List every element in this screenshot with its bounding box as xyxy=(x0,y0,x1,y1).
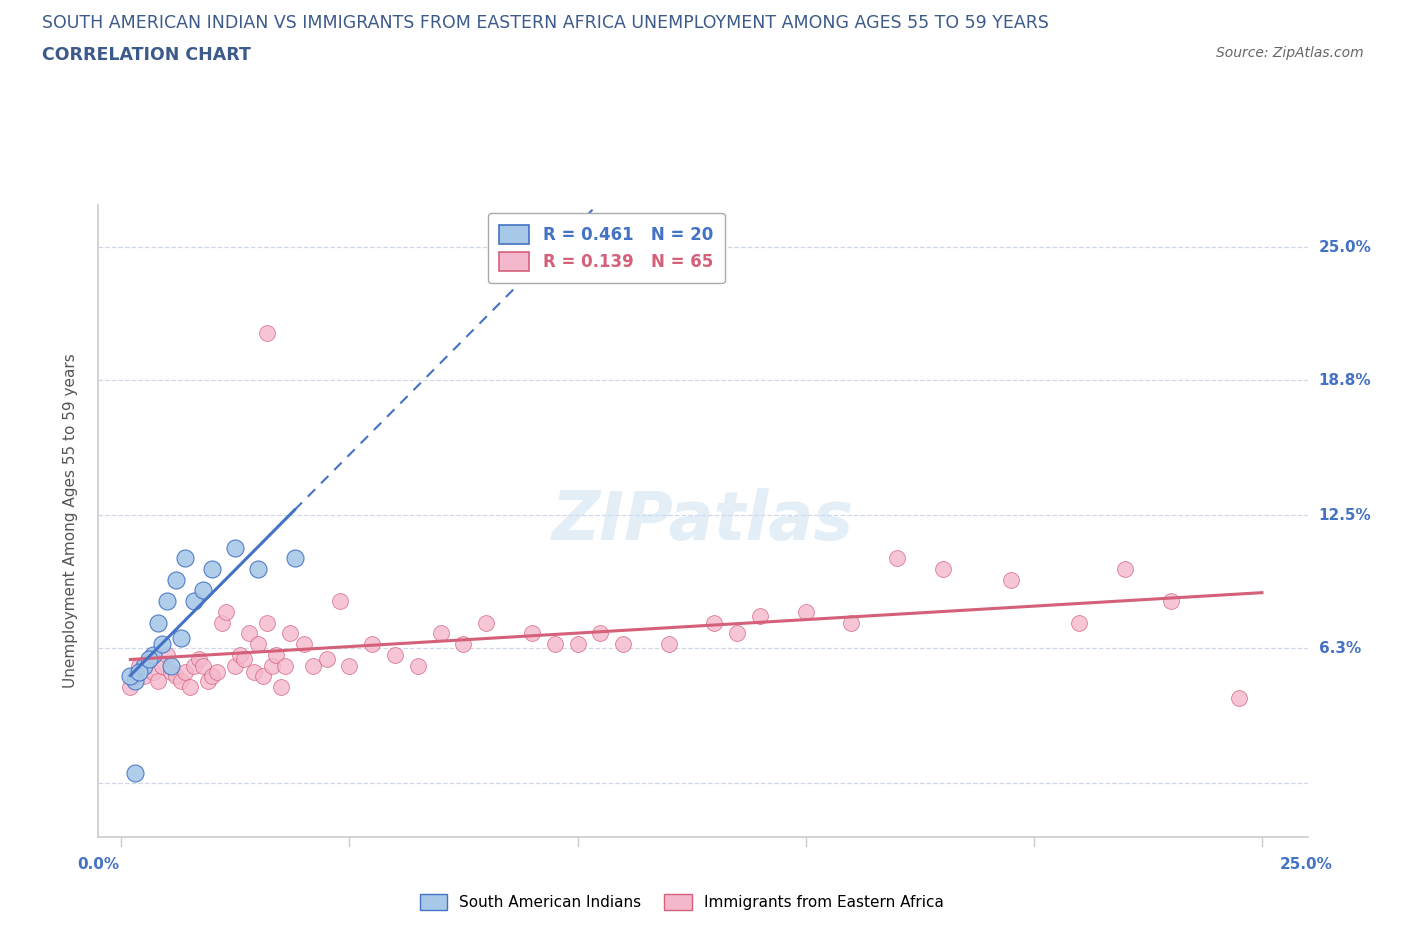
Point xyxy=(658,637,681,652)
Point xyxy=(124,669,146,684)
Text: SOUTH AMERICAN INDIAN VS IMMIGRANTS FROM EASTERN AFRICA UNEMPLOYMENT AMONG AGES : SOUTH AMERICAN INDIAN VS IMMIGRANTS FROM… xyxy=(42,14,1049,32)
Point xyxy=(160,665,183,680)
Point xyxy=(839,615,862,630)
Point xyxy=(337,658,360,673)
Point xyxy=(256,326,278,340)
Point xyxy=(169,673,191,688)
Point xyxy=(242,665,264,680)
Point xyxy=(1160,593,1182,608)
Point xyxy=(384,647,406,662)
Point xyxy=(132,669,155,684)
Point xyxy=(284,551,307,565)
Text: ZIPatlas: ZIPatlas xyxy=(553,488,853,553)
Point xyxy=(156,593,179,608)
Point xyxy=(224,540,246,555)
Point xyxy=(247,562,270,577)
Point xyxy=(886,551,908,565)
Point xyxy=(278,626,301,641)
Point xyxy=(183,658,205,673)
Text: Source: ZipAtlas.com: Source: ZipAtlas.com xyxy=(1216,46,1364,60)
Text: 18.8%: 18.8% xyxy=(1319,373,1371,388)
Point xyxy=(138,652,160,667)
Point xyxy=(266,647,288,662)
Point xyxy=(256,615,278,630)
Point xyxy=(120,669,142,684)
Point xyxy=(233,652,256,667)
Point xyxy=(238,626,260,641)
Point xyxy=(128,658,150,673)
Point xyxy=(544,637,567,652)
Point xyxy=(124,673,146,688)
Point xyxy=(1069,615,1091,630)
Point xyxy=(156,647,179,662)
Point xyxy=(247,637,270,652)
Point xyxy=(429,626,451,641)
Point xyxy=(165,572,187,587)
Point xyxy=(520,626,543,641)
Point xyxy=(160,658,183,673)
Point xyxy=(193,658,215,673)
Point xyxy=(252,669,274,684)
Point xyxy=(329,593,352,608)
Point xyxy=(120,680,142,695)
Point xyxy=(475,615,498,630)
Point xyxy=(931,562,953,577)
Point xyxy=(302,658,325,673)
Point xyxy=(165,669,187,684)
Point xyxy=(146,615,169,630)
Point xyxy=(361,637,384,652)
Point xyxy=(138,652,160,667)
Point xyxy=(187,652,209,667)
Point xyxy=(179,680,201,695)
Legend: R = 0.461   N = 20, R = 0.139   N = 65: R = 0.461 N = 20, R = 0.139 N = 65 xyxy=(488,213,724,283)
Point xyxy=(132,658,155,673)
Point xyxy=(567,637,589,652)
Point xyxy=(1227,690,1250,705)
Text: 0.0%: 0.0% xyxy=(77,857,120,872)
Point xyxy=(794,604,817,619)
Point xyxy=(205,665,228,680)
Point xyxy=(1000,572,1022,587)
Text: 25.0%: 25.0% xyxy=(1319,240,1372,255)
Point xyxy=(142,647,165,662)
Point xyxy=(174,665,197,680)
Point xyxy=(612,637,634,652)
Point xyxy=(150,637,173,652)
Point xyxy=(749,609,772,624)
Point xyxy=(224,658,246,673)
Point xyxy=(201,562,224,577)
Y-axis label: Unemployment Among Ages 55 to 59 years: Unemployment Among Ages 55 to 59 years xyxy=(63,353,77,688)
Point xyxy=(453,637,475,652)
Point xyxy=(193,583,215,598)
Point xyxy=(142,665,165,680)
Point xyxy=(146,673,169,688)
Point xyxy=(292,637,315,652)
Text: 12.5%: 12.5% xyxy=(1319,508,1371,523)
Text: 6.3%: 6.3% xyxy=(1319,641,1361,656)
Point xyxy=(215,604,238,619)
Point xyxy=(174,551,197,565)
Point xyxy=(211,615,233,630)
Point xyxy=(1114,562,1136,577)
Point xyxy=(315,652,337,667)
Point xyxy=(260,658,283,673)
Point xyxy=(703,615,725,630)
Point xyxy=(197,673,219,688)
Text: CORRELATION CHART: CORRELATION CHART xyxy=(42,46,252,64)
Legend: South American Indians, Immigrants from Eastern Africa: South American Indians, Immigrants from … xyxy=(412,886,952,918)
Point xyxy=(169,631,191,645)
Point xyxy=(274,658,297,673)
Text: 25.0%: 25.0% xyxy=(1279,857,1333,872)
Point xyxy=(725,626,748,641)
Point xyxy=(406,658,429,673)
Point xyxy=(589,626,612,641)
Point xyxy=(183,593,205,608)
Point xyxy=(270,680,292,695)
Point xyxy=(229,647,252,662)
Point xyxy=(124,765,146,780)
Point xyxy=(201,669,224,684)
Point xyxy=(150,658,173,673)
Point xyxy=(128,665,150,680)
